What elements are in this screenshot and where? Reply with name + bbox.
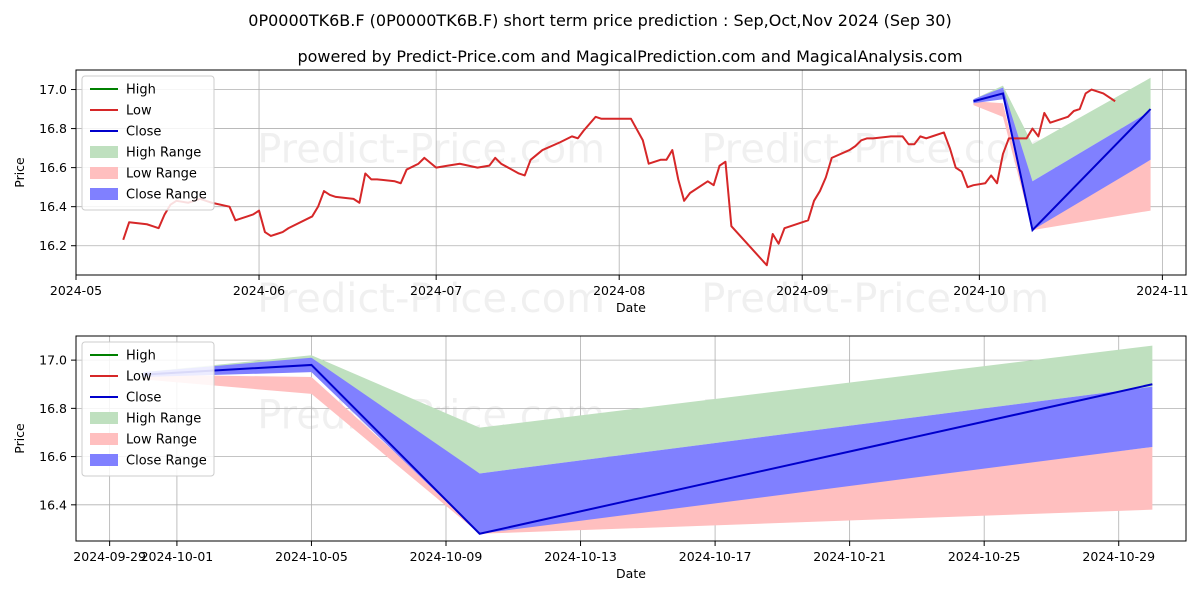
x-tick-label: 2024-09	[776, 283, 828, 298]
x-tick-label: 2024-07	[410, 283, 462, 298]
high-range-band	[973, 77, 1151, 182]
legend-label: Low	[126, 370, 152, 385]
x-tick-label: 2024-08	[593, 283, 645, 298]
plot-area	[143, 345, 1153, 535]
watermark-text: Predict-Price.com	[701, 126, 1049, 172]
watermark-text: Predict-Price.com	[257, 126, 605, 172]
legend-swatch-close_range	[90, 188, 118, 200]
x-tick-label: 2024-10-25	[948, 549, 1021, 564]
axes-frame	[75, 69, 1187, 276]
y-tick-label: 16.4	[39, 199, 67, 214]
low-range-band	[973, 101, 1151, 231]
legend-label: High	[126, 349, 156, 364]
legend: High Low Close High Range Low Range Close Ran…	[81, 341, 215, 477]
legend-label: Low Range	[126, 167, 197, 182]
legend-label: Low	[126, 104, 152, 119]
x-axis-label: Date	[616, 300, 646, 315]
x-tick-label: 2024-11	[1136, 283, 1188, 298]
x-tick-label: 2024-10	[953, 283, 1005, 298]
close-range-band	[143, 357, 1153, 534]
x-axis-label: Date	[616, 566, 646, 581]
legend-label: Close Range	[126, 188, 207, 203]
series-line-close-forecast	[143, 363, 1153, 535]
y-tick-label: 16.6	[39, 160, 67, 175]
y-tick-label: 17.0	[39, 82, 67, 97]
legend-label: Close	[126, 125, 161, 140]
high-range-band	[143, 345, 1153, 474]
axes-frame	[75, 335, 1187, 542]
y-tick-label: 16.6	[39, 449, 67, 464]
legend-swatch-high_range	[90, 412, 118, 424]
legend-label: High Range	[126, 146, 201, 161]
figure-title: 0P0000TK6B.F (0P0000TK6B.F) short term p…	[248, 11, 951, 30]
x-tick-label: 2024-10-09	[410, 549, 483, 564]
legend-label: Low Range	[126, 433, 197, 448]
x-tick-label: 2024-05	[50, 283, 102, 298]
legend-swatch-high_range	[90, 146, 118, 158]
y-tick-label: 16.4	[39, 497, 67, 512]
x-tick-label: 2024-06	[233, 283, 285, 298]
x-tick-label: 2024-10-05	[275, 549, 348, 564]
y-axis-label: Price	[12, 157, 27, 188]
legend-swatch-close_range	[90, 454, 118, 466]
zoom-chart: Predict-Price.comPredict-Price.com2024-0…	[12, 335, 1187, 581]
y-tick-label: 16.8	[39, 401, 67, 416]
x-tick-label: 2024-10-01	[141, 549, 214, 564]
series-line-low	[122, 88, 1116, 267]
y-tick-label: 16.2	[39, 238, 67, 253]
watermark-text: Predict-Price.com	[701, 276, 1049, 322]
main-chart: Predict-Price.com Predict-Price.com Predic…	[12, 69, 1189, 322]
legend-label: Close	[126, 391, 161, 406]
x-tick-label: 2024-10-29	[1082, 549, 1155, 564]
x-tick-label: 2024-10-13	[544, 549, 617, 564]
low-range-band	[143, 374, 1153, 534]
x-tick-label: 2024-10-17	[679, 549, 752, 564]
legend: High Low Close High Range Low Range Close Ran…	[81, 75, 215, 211]
legend-swatch-low_range	[90, 167, 118, 179]
x-tick-label: 2024-10-21	[813, 549, 886, 564]
legend-label: High	[126, 83, 156, 98]
figure-subtitle: powered by Predict-Price.com and Magical…	[297, 47, 962, 66]
legend-label: High Range	[126, 412, 201, 427]
y-tick-label: 17.0	[39, 353, 67, 368]
legend-swatch-low_range	[90, 433, 118, 445]
legend-label: Close Range	[126, 454, 207, 469]
close-range-band	[973, 87, 1151, 231]
x-tick-label: 2024-09-29	[73, 549, 146, 564]
series-line-close-forecast	[973, 92, 1152, 233]
plot-area	[122, 77, 1152, 267]
watermark-text: Predict-Price.com	[257, 276, 605, 322]
y-tick-label: 16.8	[39, 121, 67, 136]
y-axis-label: Price	[12, 423, 27, 454]
